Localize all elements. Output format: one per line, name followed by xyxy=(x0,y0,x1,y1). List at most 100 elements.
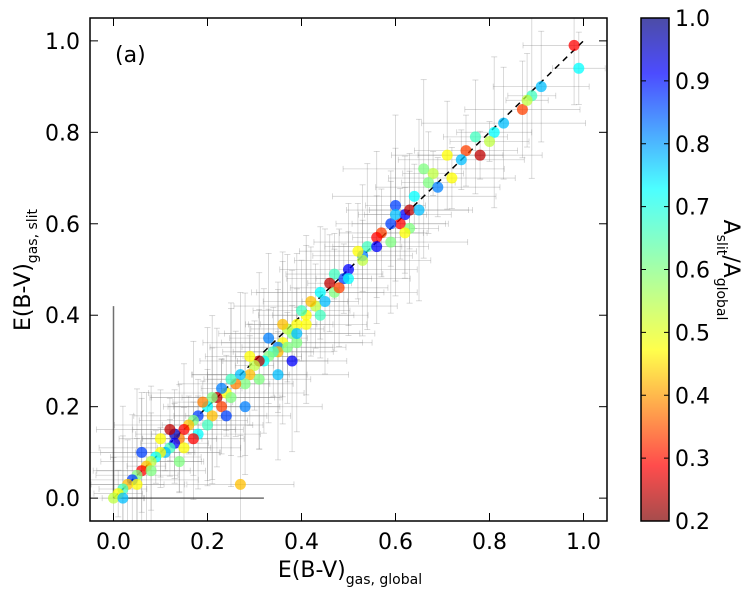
x-axis-title-sub: gas, global xyxy=(346,572,422,588)
data-point xyxy=(239,401,251,413)
colorbar-tick-label: 0.7 xyxy=(675,196,710,221)
data-point xyxy=(324,277,336,289)
data-point xyxy=(225,373,237,385)
data-point xyxy=(296,305,307,317)
x-axis-title: E(B-V)gas, global xyxy=(278,558,422,588)
colorbar-ticks: 0.2 0.3 0.4 0.5 0.6 0.7 0.8 0.9 1.0 xyxy=(641,7,710,535)
colorbar-tick-label: 0.5 xyxy=(675,321,710,346)
y-tick-label: 1.0 xyxy=(45,30,80,55)
colorbar-title-sub2: global xyxy=(713,278,729,321)
data-point xyxy=(244,369,256,381)
data-point xyxy=(418,163,430,175)
colorbar-tick-label: 0.9 xyxy=(675,70,710,95)
data-point xyxy=(390,209,401,221)
x-tick-label: 1.0 xyxy=(566,530,601,555)
data-point xyxy=(291,328,303,340)
data-point xyxy=(413,204,425,216)
y-tick-label: 0.2 xyxy=(45,396,80,421)
data-point xyxy=(187,433,199,445)
data-point xyxy=(117,492,129,504)
data-point xyxy=(399,227,411,239)
data-point xyxy=(220,410,232,422)
data-point xyxy=(314,286,326,298)
plot-frame xyxy=(89,17,608,522)
x-axis-title-main: E(B-V) xyxy=(278,558,346,583)
data-point xyxy=(244,350,256,362)
panel-label: (a) xyxy=(115,43,146,68)
colorbar-tick-label: 0.4 xyxy=(675,384,710,409)
x-tick-label: 0.0 xyxy=(96,530,131,555)
data-point xyxy=(291,337,303,349)
data-point xyxy=(455,154,467,166)
data-point xyxy=(164,424,176,436)
data-point xyxy=(234,478,246,490)
data-point xyxy=(206,392,218,404)
data-point xyxy=(498,117,510,129)
y-tick-label: 0.8 xyxy=(45,121,80,146)
data-point xyxy=(216,382,228,394)
data-point xyxy=(474,149,486,161)
data-point xyxy=(521,94,533,106)
data-point xyxy=(390,199,401,211)
data-point xyxy=(319,296,331,308)
data-point xyxy=(155,433,166,445)
data-point xyxy=(263,332,275,344)
data-point xyxy=(206,410,218,422)
data-point xyxy=(178,442,190,454)
x-axis-ticks: 0.0 0.2 0.4 0.6 0.8 1.0 xyxy=(96,18,601,555)
data-point xyxy=(371,241,383,253)
data-point xyxy=(432,181,444,193)
colorbar-title-sep: /A xyxy=(718,255,743,277)
data-point xyxy=(371,231,383,243)
y-axis-title: E(B-V)gas, slit xyxy=(11,208,41,331)
data-point xyxy=(469,131,481,143)
data-point xyxy=(281,341,293,353)
y-axis-title-main: E(B-V) xyxy=(11,263,36,331)
data-point xyxy=(328,268,340,280)
data-point xyxy=(286,355,298,367)
data-point xyxy=(277,318,289,330)
data-point xyxy=(404,204,416,216)
data-point xyxy=(291,318,303,330)
y-tick-label: 0.4 xyxy=(45,304,80,329)
x-tick-label: 0.4 xyxy=(284,530,319,555)
data-point xyxy=(234,369,246,381)
colorbar-tick-label: 1.0 xyxy=(675,7,710,32)
x-tick-label: 0.8 xyxy=(472,530,507,555)
data-point xyxy=(216,401,228,413)
colorbar-tick-label: 0.3 xyxy=(675,447,710,472)
x-tick-label: 0.6 xyxy=(378,530,413,555)
data-point xyxy=(446,172,458,184)
colorbar-tick-label: 0.6 xyxy=(675,259,710,284)
data-point xyxy=(225,392,237,404)
data-point xyxy=(178,424,190,436)
data-point xyxy=(535,81,547,93)
data-point xyxy=(573,62,585,74)
data-points xyxy=(108,39,585,504)
data-point xyxy=(239,378,251,390)
data-point xyxy=(333,282,345,294)
data-point xyxy=(305,296,317,308)
data-point xyxy=(173,456,185,468)
data-point xyxy=(385,218,397,230)
data-point xyxy=(361,241,373,253)
data-point xyxy=(108,492,119,504)
data-point xyxy=(272,369,284,381)
colorbar-tick-label: 0.2 xyxy=(675,510,710,535)
data-point xyxy=(408,190,420,202)
data-point xyxy=(394,218,406,230)
data-point xyxy=(427,167,439,179)
data-point xyxy=(484,135,495,147)
data-point xyxy=(314,309,326,321)
data-point xyxy=(343,264,354,275)
colorbar-title-main: A xyxy=(718,220,743,235)
data-point xyxy=(352,245,364,257)
data-point xyxy=(343,273,354,285)
data-point xyxy=(300,318,312,330)
colorbar-title: Aslit/Aglobal xyxy=(713,220,743,321)
data-point xyxy=(516,103,528,115)
y-tick-label: 0.6 xyxy=(45,213,80,238)
data-point xyxy=(145,465,157,477)
colorbar-title-sub1: slit xyxy=(713,235,729,256)
